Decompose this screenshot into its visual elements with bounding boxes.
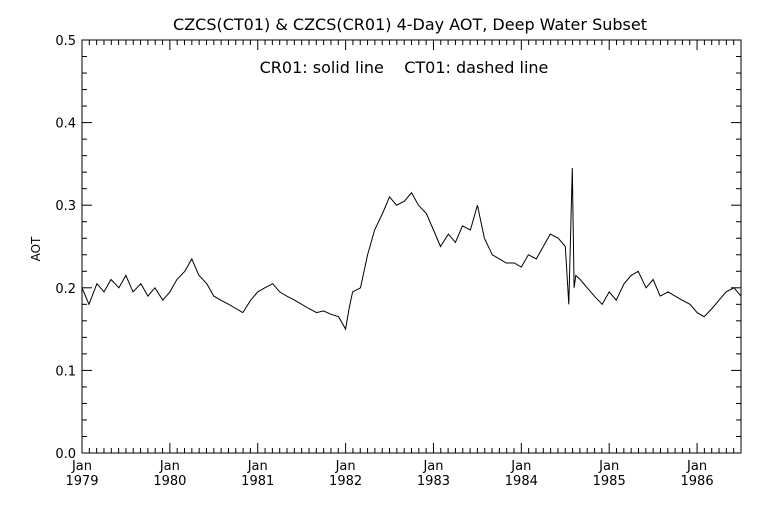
- y-tick-label: 0.4: [55, 117, 76, 132]
- chart-annotation: CR01: solid line CT01: dashed line: [260, 58, 549, 77]
- x-tick-year: 1981: [241, 474, 274, 489]
- x-tick-month: Jan: [598, 459, 619, 474]
- x-tick-year: 1985: [593, 474, 626, 489]
- x-tick-year: 1983: [417, 474, 450, 489]
- x-tick-year: 1980: [153, 474, 186, 489]
- y-tick-label: 0.5: [55, 34, 76, 49]
- x-tick-year: 1982: [329, 474, 362, 489]
- x-tick-year: 1986: [681, 474, 714, 489]
- x-tick-year: 1984: [505, 474, 538, 489]
- chart-title: CZCS(CT01) & CZCS(CR01) 4-Day AOT, Deep …: [173, 15, 647, 34]
- x-tick-year: 1979: [65, 474, 98, 489]
- x-tick-month: Jan: [159, 459, 180, 474]
- y-tick-label: 0.1: [55, 364, 76, 379]
- x-tick-month: Jan: [71, 459, 92, 474]
- x-tick-month: Jan: [335, 459, 356, 474]
- x-tick-month: Jan: [686, 459, 707, 474]
- x-tick-month: Jan: [422, 459, 443, 474]
- y-axis-label: AOT: [29, 236, 43, 261]
- x-tick-month: Jan: [510, 459, 531, 474]
- y-tick-label: 0.0: [55, 447, 76, 462]
- series-line-cr01: [81, 167, 742, 331]
- y-axis-ticks: 0.0 0.1 0.2 0.3 0.4 0.5: [55, 34, 741, 462]
- y-tick-label: 0.2: [55, 282, 76, 297]
- x-axis-ticks: Jan1979Jan1980Jan1981Jan1982Jan1983Jan19…: [65, 40, 742, 489]
- series-layer: [81, 167, 742, 331]
- y-tick-label: 0.3: [55, 199, 76, 214]
- plot-frame: [81, 39, 742, 454]
- x-tick-month: Jan: [247, 459, 268, 474]
